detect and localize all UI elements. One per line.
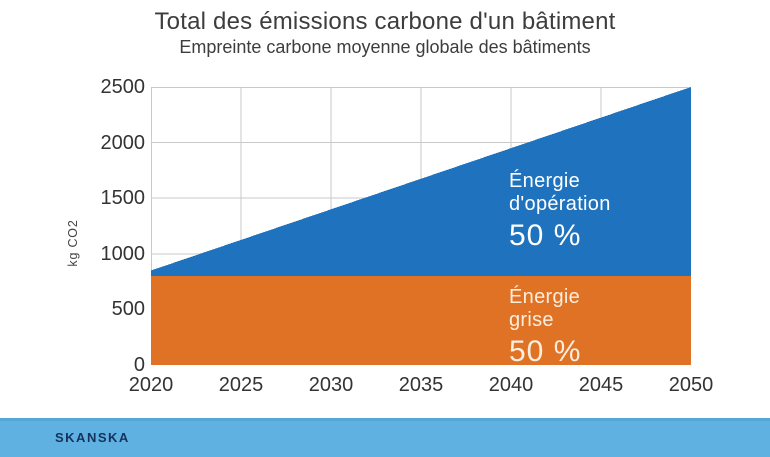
series-label-line: d'opération bbox=[509, 193, 611, 215]
y-tick-label: 2000 bbox=[100, 131, 146, 154]
y-tick-label: 1500 bbox=[100, 187, 146, 210]
y-tick-label: 2500 bbox=[100, 76, 146, 98]
footer-bar: SKANSKA bbox=[0, 418, 770, 457]
x-tick-label: 2050 bbox=[668, 374, 714, 396]
chart-title: Total des émissions carbone d'un bâtimen… bbox=[154, 8, 616, 35]
y-tick-label: 1000 bbox=[100, 242, 146, 265]
series-percent-value: 50 % bbox=[509, 219, 582, 252]
x-tick-label: 2020 bbox=[128, 374, 174, 396]
chart-subtitle: Empreinte carbone moyenne globale des bâ… bbox=[179, 37, 591, 57]
area-series-0 bbox=[151, 276, 691, 365]
skanska-logo: SKANSKA bbox=[55, 430, 130, 445]
y-tick-label: 0 bbox=[133, 354, 145, 376]
series-percent-value: 50 % bbox=[509, 335, 582, 368]
series-label-energie-operation: Énergie d'opération 50 % bbox=[509, 170, 611, 252]
y-axis-ticks: 0 500 1000 1500 2000 2500 bbox=[58, 76, 146, 376]
x-tick-label: 2035 bbox=[398, 374, 444, 396]
x-axis-ticks: 2020 2025 2030 2035 2040 2045 2050 bbox=[129, 374, 714, 400]
plot-area bbox=[151, 87, 691, 365]
series-label-energie-grise: Énergie grise 50 % bbox=[509, 286, 581, 368]
y-tick-label: 500 bbox=[111, 298, 145, 321]
x-tick-label: 2025 bbox=[218, 374, 264, 396]
x-tick-label: 2045 bbox=[578, 374, 624, 396]
x-tick-label: 2030 bbox=[308, 374, 354, 396]
stacked-area-plot bbox=[151, 87, 691, 365]
series-label-line: grise bbox=[509, 309, 554, 331]
x-tick-label: 2040 bbox=[488, 374, 534, 396]
series-label-line: Énergie bbox=[509, 286, 581, 308]
series-label-line: Énergie bbox=[509, 170, 581, 192]
area-series-1 bbox=[151, 87, 691, 277]
